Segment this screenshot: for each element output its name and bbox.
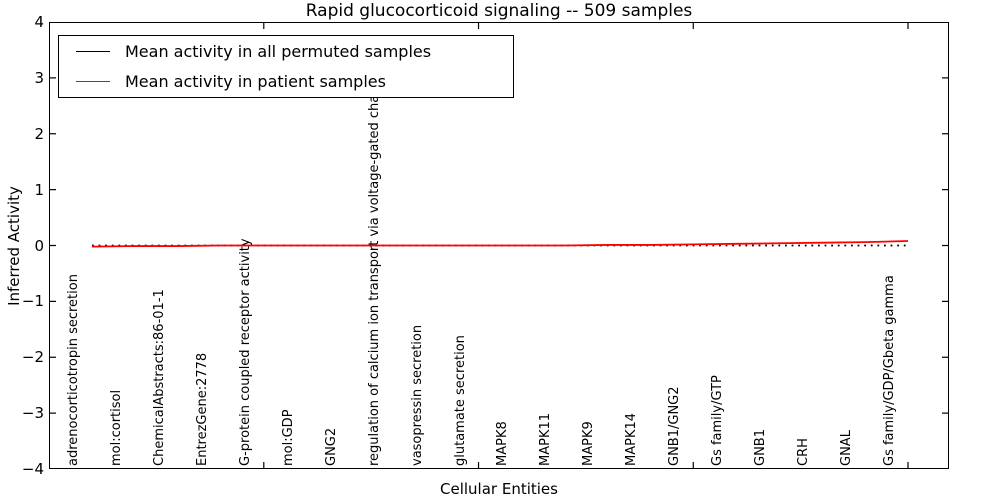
- y-tick-label: 1: [34, 180, 44, 199]
- plot-area: [49, 22, 949, 469]
- legend-label-patient: Mean activity in patient samples: [125, 72, 386, 91]
- y-tick-label: 3: [34, 68, 44, 87]
- x-category-label: vasopressin secretion: [409, 324, 425, 466]
- x-category-label: glutamate secretion: [452, 335, 468, 466]
- x-category-label: G-protein coupled receptor activity: [237, 238, 253, 466]
- x-category-label: Gs family/GTP: [710, 375, 726, 466]
- x-category-label: mol:cortisol: [108, 389, 124, 466]
- x-axis-label: Cellular Entities: [440, 480, 558, 498]
- legend-box: Mean activity in all permuted samples Me…: [58, 35, 514, 98]
- x-category-label: MAPK11: [538, 412, 554, 466]
- x-category-label: CRH: [796, 438, 812, 466]
- x-category-label: EntrezGene:2778: [194, 352, 210, 466]
- chart-title: Rapid glucocorticoid signaling -- 509 sa…: [305, 1, 693, 21]
- legend-entry-patient: Mean activity in patient samples: [59, 66, 513, 97]
- y-tick-label: 2: [34, 124, 44, 143]
- y-tick-label: 0: [34, 236, 44, 255]
- y-tick-label: −3: [21, 404, 44, 423]
- x-category-label: mol:GDP: [280, 409, 296, 466]
- x-category-label: GNG2: [323, 427, 339, 466]
- x-category-label: GNAL: [839, 430, 855, 466]
- y-tick-label: −2: [21, 348, 44, 367]
- legend-line-red-icon: [76, 81, 110, 82]
- x-category-label: MAPK9: [581, 421, 597, 466]
- x-category-label: regulation of calcium ion transport via …: [366, 86, 382, 466]
- legend-entry-permuted: Mean activity in all permuted samples: [59, 36, 513, 67]
- y-tick-label: −1: [21, 292, 44, 311]
- x-category-label: MAPK8: [495, 421, 511, 466]
- x-category-label: GNB1/GNG2: [667, 386, 683, 466]
- x-category-label: GNB1: [753, 429, 769, 466]
- x-category-label: Gs family/GDP/Gbeta gamma: [882, 275, 897, 466]
- x-category-label: adrenocorticotropin secretion: [66, 274, 81, 466]
- x-category-label: MAPK14: [624, 412, 640, 466]
- legend-line-black-icon: [76, 51, 110, 52]
- legend-label-permuted: Mean activity in all permuted samples: [125, 42, 432, 61]
- x-category-label: ChemicalAbstracts:86-01-1: [151, 289, 167, 466]
- y-tick-label: −4: [21, 460, 44, 478]
- y-tick-label: 4: [34, 13, 44, 31]
